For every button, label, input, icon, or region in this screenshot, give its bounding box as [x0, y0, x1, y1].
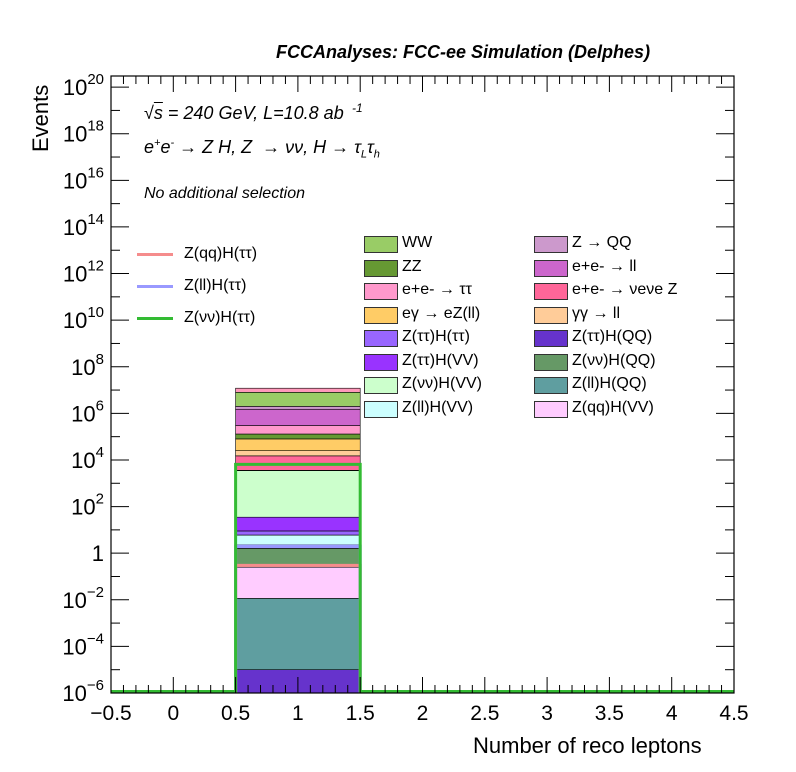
- signal-line-1: [111, 544, 734, 693]
- stack-segment-1: [235, 598, 361, 670]
- y-tick-label: 102: [71, 491, 104, 520]
- legend-line-swatch: [137, 317, 173, 320]
- legend-swatch: [364, 330, 398, 347]
- signal-line-0: [111, 563, 734, 693]
- legend-label: e+e- → ττ: [402, 281, 472, 298]
- x-tick-label: 2: [417, 702, 429, 725]
- x-tick-label: 4.5: [719, 702, 748, 725]
- legend-label: ZZ: [402, 257, 422, 275]
- x-tick-label: 3: [541, 702, 553, 725]
- legend-label: Z → QQ: [572, 234, 632, 251]
- signal-lines: [111, 462, 734, 693]
- legend-line-swatch: [137, 285, 173, 288]
- legend-swatch: [534, 400, 568, 418]
- legend-label: Z(ττ)H(QQ): [572, 328, 653, 345]
- x-tick-label: 0.5: [221, 702, 250, 725]
- chart-title: FCCAnalyses: FCC-ee Simulation (Delphes): [276, 42, 651, 62]
- legend-swatch: [534, 377, 568, 394]
- y-tick-label: 106: [71, 397, 104, 426]
- stack-segment-6: [235, 534, 361, 546]
- legend-swatch: [364, 377, 398, 394]
- legend-label: eγ → eZ(ll): [402, 304, 481, 322]
- x-tick-label: 3.5: [595, 702, 624, 725]
- energy-lumi-label: √s = 240 GeV, L=10.8 ab -1: [144, 101, 363, 123]
- x-tick-label: 2.5: [470, 702, 499, 725]
- stack-segment-9: [235, 470, 361, 518]
- y-axis-title: Events: [28, 84, 53, 152]
- stack-segment-8: [235, 516, 361, 532]
- stack-segment-14: [235, 433, 361, 440]
- legend-swatch: [534, 330, 568, 347]
- stack-segment-13: [235, 438, 361, 451]
- stacked-bars: [235, 387, 361, 694]
- legend-swatch: [364, 353, 398, 371]
- x-axis-title: Number of reco leptons: [473, 733, 702, 758]
- signal-line-2: [111, 462, 734, 693]
- y-tick-label: 1: [92, 541, 104, 566]
- legend-label: Z(ll)H(QQ): [572, 375, 647, 392]
- y-tick-label: 1012: [63, 258, 104, 287]
- legend-label: γγ → ll: [572, 304, 620, 322]
- legend-swatch: [364, 236, 398, 253]
- legend-label: WW: [402, 234, 433, 251]
- process-label: e+e- → Z H, Z → νν, H → τLτh: [144, 137, 380, 161]
- legend-swatch: [534, 353, 568, 371]
- legend-swatch: [364, 306, 398, 324]
- stack-segment-19: [235, 387, 361, 393]
- legend-label: Z(qq)H(VV): [572, 398, 654, 416]
- legend-swatch: [364, 283, 398, 300]
- legend-label: e+e- → νeνe Z: [572, 281, 678, 298]
- x-tick-label: 1.5: [346, 702, 375, 725]
- y-tick-label: 1020: [63, 71, 104, 100]
- x-tick-label: 4: [666, 702, 678, 725]
- legend-swatch: [534, 259, 568, 277]
- stack-segment-12: [235, 450, 361, 457]
- stack-segment-16: [235, 408, 361, 426]
- legend-label: Z(ττ)H(ττ): [402, 328, 470, 345]
- legend-swatch: [534, 283, 568, 300]
- stack-segment-4: [235, 548, 361, 565]
- stack-segment-7: [235, 530, 361, 536]
- legend-label: Z(νν)H(QQ): [572, 351, 656, 369]
- legend-swatch: [364, 259, 398, 277]
- y-tick-label: 10−4: [62, 630, 104, 659]
- y-tick-label: 1018: [63, 118, 104, 147]
- legend-label: e+e- → ll: [572, 257, 637, 275]
- y-tick-label: 10−2: [62, 584, 104, 613]
- axis-ticks: [110, 76, 735, 694]
- y-tick-label: 104: [71, 444, 104, 473]
- stack-segment-17: [235, 406, 361, 410]
- y-tick-label: 1010: [63, 304, 104, 333]
- legend-label: Z(νν)H(VV): [402, 375, 482, 392]
- y-tick-label: 1016: [63, 164, 104, 193]
- legend-line-label: Z(qq)H(ττ): [184, 245, 258, 262]
- legend-swatch: [534, 236, 568, 253]
- legend-swatch: [364, 400, 398, 418]
- legend-swatch: [534, 306, 568, 324]
- legend-line-label: Z(νν)H(ττ): [184, 309, 256, 326]
- x-tick-label: 0: [167, 702, 179, 725]
- legend-label: Z(ττ)H(VV): [402, 351, 479, 369]
- legend-line-label: Z(ll)H(ττ): [184, 277, 247, 294]
- stack-segment-2: [235, 566, 361, 599]
- legend-label: Z(ll)H(VV): [402, 398, 474, 416]
- y-tick-label: 108: [71, 351, 104, 380]
- y-tick-label: 1014: [63, 211, 104, 240]
- x-tick-label: 1: [292, 702, 304, 725]
- stack-segment-15: [235, 425, 361, 435]
- selection-label: No additional selection: [144, 185, 305, 202]
- x-tick-label: −0.5: [90, 702, 131, 725]
- stack-segment-18: [235, 392, 361, 407]
- y-tick-label: 10−6: [62, 677, 104, 706]
- legend-line-swatch: [137, 253, 173, 256]
- axis-tick-labels: −0.5 0 0.5 1 1.5 2 2.5 3 3.5 4 4.5 10−6 10−4 10−2 1 102…: [62, 71, 748, 725]
